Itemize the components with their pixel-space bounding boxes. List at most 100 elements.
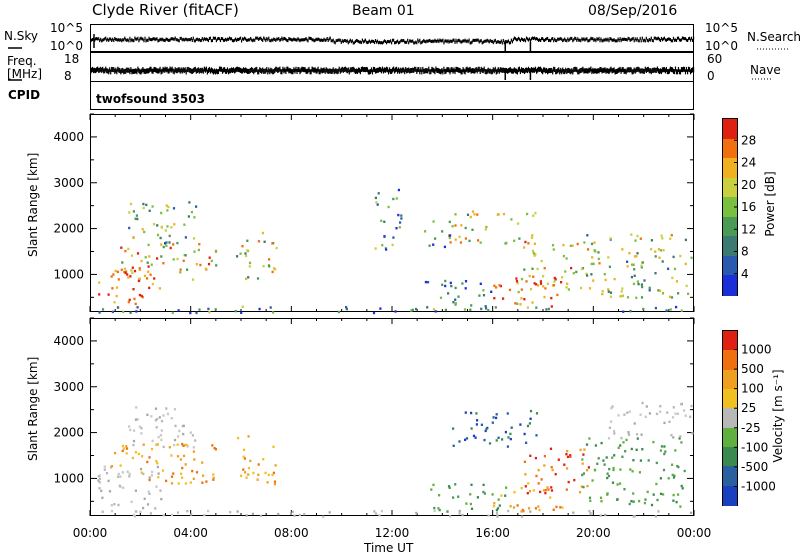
- nsky-trace: [212, 36, 214, 40]
- data-cell: [372, 311, 376, 315]
- data-cell: [128, 226, 131, 230]
- nsky-trace: [133, 39, 135, 43]
- nsky-trace: [235, 37, 237, 41]
- nsky-trace: [492, 41, 494, 45]
- freq-trace: [502, 67, 504, 73]
- freq-trace: [477, 66, 479, 72]
- data-cell: [636, 437, 639, 440]
- data-cell: [524, 240, 527, 244]
- data-cell: [328, 511, 331, 514]
- data-cell: [242, 448, 246, 452]
- nsky-trace: [643, 38, 645, 42]
- data-cell: [626, 296, 630, 299]
- nsky-trace: [313, 39, 315, 43]
- data-cell: [128, 472, 131, 475]
- nsky-trace: [170, 37, 172, 41]
- freq-trace: [140, 69, 142, 75]
- freq-trace: [266, 67, 268, 72]
- freq-trace: [439, 69, 441, 74]
- freq-trace: [414, 66, 416, 72]
- data-cell: [454, 302, 457, 305]
- nsky-trace: [667, 37, 669, 41]
- data-cell: [642, 307, 645, 311]
- nsky-trace: [448, 40, 450, 44]
- data-cell: [526, 492, 529, 495]
- freq-trace: [350, 67, 352, 73]
- nsky-trace: [371, 39, 374, 43]
- nsky-trace: [263, 36, 265, 40]
- data-cell: [671, 276, 674, 280]
- freq-trace: [155, 67, 157, 73]
- data-cell: [152, 223, 156, 226]
- nsky-trace: [349, 38, 351, 42]
- freq-trace: [158, 68, 160, 74]
- freq-trace: [489, 68, 491, 74]
- data-cell: [110, 504, 113, 507]
- data-cell: [458, 512, 461, 515]
- data-cell: [257, 473, 260, 476]
- data-cell: [504, 430, 507, 434]
- data-cell: [471, 210, 475, 213]
- data-cell: [666, 411, 669, 414]
- nsky-trace: [660, 36, 662, 40]
- data-cell: [522, 510, 525, 513]
- data-cell: [184, 463, 187, 466]
- data-cell: [449, 515, 452, 518]
- data-cell: [643, 279, 646, 282]
- freq-trace: [654, 67, 656, 73]
- data-cell: [128, 298, 131, 302]
- nsky-trace: [125, 38, 127, 42]
- freq-trace: [298, 67, 300, 73]
- nsky-trace: [324, 38, 326, 42]
- nsky-trace: [548, 39, 550, 42]
- nsky-trace: [426, 39, 428, 43]
- data-cell: [572, 511, 575, 514]
- data-cell: [639, 237, 642, 240]
- freq-trace: [141, 68, 143, 74]
- data-cell: [474, 436, 477, 439]
- data-cell: [245, 277, 248, 281]
- nsky-trace: [109, 37, 111, 41]
- freq-trace: [177, 67, 179, 73]
- nsky-trace: [436, 39, 438, 43]
- data-cell: [594, 444, 597, 447]
- freq-trace: [176, 68, 178, 74]
- freq-trace: [200, 68, 202, 74]
- nsky-trace: [160, 38, 162, 42]
- freq-trace: [578, 69, 580, 75]
- data-cell: [470, 304, 473, 307]
- data-cell: [246, 249, 249, 252]
- data-cell: [447, 292, 450, 295]
- freq-trace: [92, 66, 94, 72]
- nsky-trace: [481, 41, 483, 45]
- nsky-trace: [514, 37, 516, 41]
- data-cell: [134, 489, 137, 492]
- data-cell: [534, 507, 537, 510]
- nsky-trace: [101, 39, 103, 43]
- data-cell: [374, 512, 378, 515]
- nsky-trace: [163, 38, 165, 42]
- nsky-trace: [599, 39, 601, 43]
- data-cell: [523, 268, 526, 271]
- data-cell: [173, 223, 176, 226]
- freq-trace: [609, 67, 611, 73]
- freq-trace: [453, 67, 455, 73]
- data-cell: [613, 432, 616, 435]
- data-cell: [98, 477, 101, 481]
- nsky-trace: [525, 36, 528, 40]
- data-cell: [134, 302, 137, 306]
- data-cell: [98, 281, 101, 284]
- freq-trace: [647, 66, 649, 72]
- freq-trace: [524, 67, 527, 73]
- data-cell: [507, 509, 510, 513]
- freq-trace: [134, 68, 136, 74]
- freq-trace: [93, 68, 95, 74]
- freq-trace: [646, 67, 648, 72]
- data-cell: [555, 505, 558, 509]
- nsky-trace: [437, 38, 439, 42]
- freq-trace: [597, 68, 599, 74]
- nsky-trace: [497, 40, 499, 44]
- data-cell: [531, 267, 534, 270]
- freq-trace: [302, 66, 304, 72]
- freq-unit: [MHz]: [7, 67, 43, 81]
